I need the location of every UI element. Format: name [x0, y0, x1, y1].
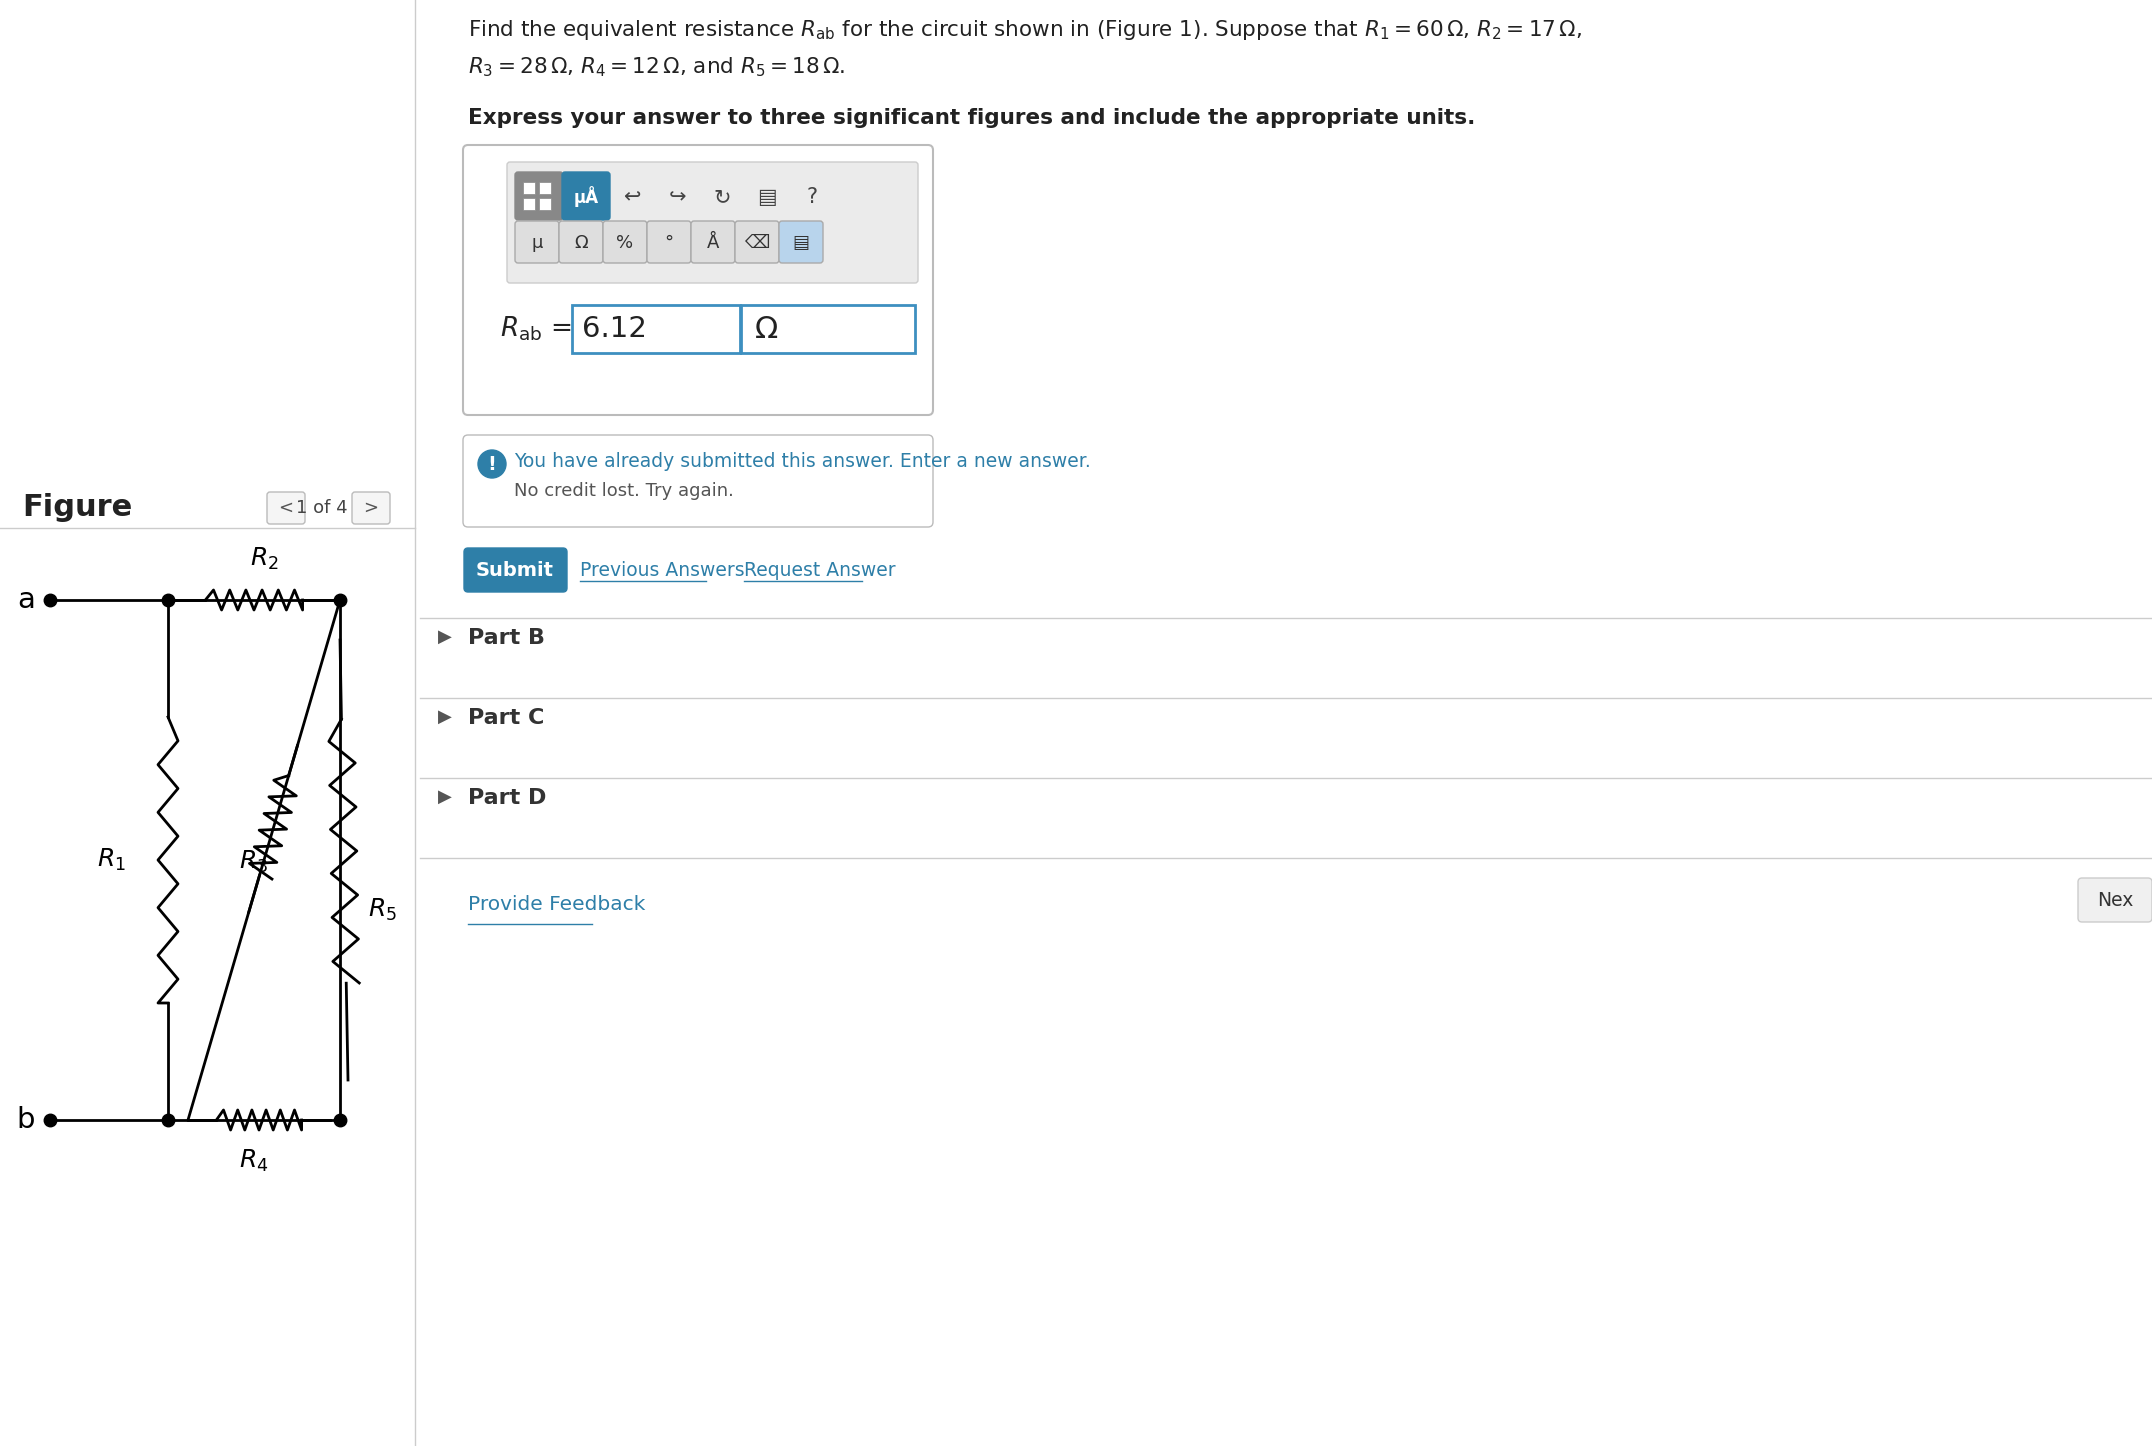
- FancyBboxPatch shape: [463, 435, 934, 526]
- Text: %: %: [615, 234, 633, 252]
- Text: ▶: ▶: [439, 628, 452, 646]
- Text: $R_4$: $R_4$: [239, 1148, 269, 1174]
- FancyBboxPatch shape: [603, 221, 648, 263]
- FancyBboxPatch shape: [560, 221, 603, 263]
- Text: Provide Feedback: Provide Feedback: [467, 895, 646, 914]
- Bar: [523, 198, 536, 210]
- Text: ?: ?: [807, 187, 818, 207]
- Text: Part B: Part B: [467, 628, 544, 648]
- FancyBboxPatch shape: [2079, 878, 2152, 923]
- Text: $R_{\mathrm{ab}}$ =: $R_{\mathrm{ab}}$ =: [499, 315, 572, 343]
- FancyBboxPatch shape: [648, 221, 691, 263]
- Text: Previous Answers: Previous Answers: [581, 561, 745, 580]
- FancyBboxPatch shape: [562, 172, 609, 220]
- Text: Nex: Nex: [2096, 891, 2133, 910]
- Text: 6.12: 6.12: [581, 315, 648, 343]
- Text: Ω: Ω: [575, 234, 587, 252]
- Text: ↪: ↪: [669, 187, 686, 207]
- Text: You have already submitted this answer. Enter a new answer.: You have already submitted this answer. …: [514, 453, 1091, 471]
- Circle shape: [478, 450, 506, 479]
- Bar: [740, 305, 915, 353]
- FancyBboxPatch shape: [508, 162, 919, 283]
- Text: μ: μ: [532, 234, 542, 252]
- Text: Ω: Ω: [755, 314, 779, 344]
- Text: $R_5$: $R_5$: [368, 897, 396, 923]
- Text: Express your answer to three significant figures and include the appropriate uni: Express your answer to three significant…: [467, 108, 1476, 129]
- Text: $R_2$: $R_2$: [250, 545, 278, 573]
- Text: Part C: Part C: [467, 709, 544, 727]
- Text: ▤: ▤: [792, 234, 809, 252]
- Text: >: >: [364, 499, 379, 518]
- Text: ⌫: ⌫: [745, 234, 770, 252]
- FancyBboxPatch shape: [691, 221, 736, 263]
- Text: ▤: ▤: [758, 187, 777, 207]
- Text: !: !: [489, 454, 497, 473]
- Text: Å: Å: [706, 234, 719, 252]
- Text: ▶: ▶: [439, 709, 452, 726]
- Text: a: a: [17, 586, 34, 615]
- Text: Figure: Figure: [22, 493, 131, 522]
- FancyBboxPatch shape: [267, 492, 306, 523]
- Text: $R_3$: $R_3$: [239, 849, 269, 875]
- Text: 1 of 4: 1 of 4: [297, 499, 349, 518]
- Text: $R_1$: $R_1$: [97, 847, 127, 873]
- Text: μÅ: μÅ: [572, 187, 598, 207]
- Text: Request Answer: Request Answer: [745, 561, 895, 580]
- Text: ↩: ↩: [624, 187, 641, 207]
- Bar: [538, 198, 551, 210]
- Bar: [538, 182, 551, 194]
- FancyBboxPatch shape: [465, 548, 566, 591]
- FancyBboxPatch shape: [514, 221, 560, 263]
- Text: <: <: [278, 499, 293, 518]
- Text: b: b: [17, 1106, 34, 1134]
- Bar: [523, 182, 536, 194]
- Text: Find the equivalent resistance $R_{\mathrm{ab}}$ for the circuit shown in (Figur: Find the equivalent resistance $R_{\math…: [467, 17, 1582, 42]
- Text: $R_3 = 28\,\Omega$, $R_4 = 12\,\Omega$, and $R_5 = 18\,\Omega$.: $R_3 = 28\,\Omega$, $R_4 = 12\,\Omega$, …: [467, 55, 846, 78]
- FancyBboxPatch shape: [353, 492, 390, 523]
- Text: ↻: ↻: [712, 187, 732, 207]
- Bar: [572, 305, 740, 353]
- FancyBboxPatch shape: [779, 221, 822, 263]
- FancyBboxPatch shape: [736, 221, 779, 263]
- Text: Submit: Submit: [476, 561, 553, 580]
- Text: ▶: ▶: [439, 788, 452, 805]
- Text: °: °: [665, 234, 674, 252]
- FancyBboxPatch shape: [514, 172, 564, 220]
- Text: Part D: Part D: [467, 788, 547, 808]
- Text: No credit lost. Try again.: No credit lost. Try again.: [514, 482, 734, 500]
- FancyBboxPatch shape: [463, 145, 934, 415]
